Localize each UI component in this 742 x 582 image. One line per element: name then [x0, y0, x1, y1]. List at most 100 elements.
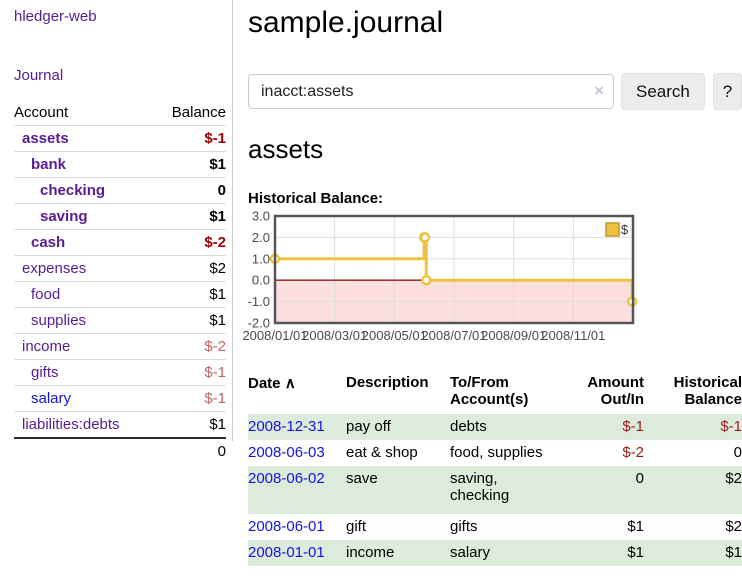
transaction-account: debts	[450, 418, 487, 435]
account-row-liabilities-debts: liabilities:debts $1	[14, 411, 226, 439]
svg-text:2008/05/01: 2008/05/01	[362, 328, 427, 343]
account-link-bank[interactable]: bank	[31, 156, 67, 173]
transaction-date-link[interactable]: 2008-06-03	[248, 444, 325, 461]
search-input[interactable]	[248, 74, 614, 109]
transaction-account: food, supplies	[450, 444, 543, 461]
account-link-assets[interactable]: assets	[22, 130, 69, 147]
register-table: Date ∧ Description To/From Account(s) Am…	[248, 372, 742, 566]
accounts-header-balance: Balance	[154, 100, 226, 126]
account-row-food: food $1	[14, 281, 226, 308]
help-button[interactable]: ?	[712, 73, 742, 110]
account-balance: $1	[154, 307, 226, 334]
register-header-row: Date ∧ Description To/From Account(s) Am…	[248, 372, 742, 414]
register-header-date-label: Date	[248, 375, 281, 392]
clear-search-icon[interactable]: ×	[594, 81, 604, 100]
accounts-total-value: 0	[217, 443, 226, 460]
transaction-account: salary	[450, 544, 491, 561]
register-row: 2008-06-01 gift gifts $1 $2	[248, 514, 742, 540]
account-link-food[interactable]: food	[31, 286, 61, 303]
transaction-description: eat & shop	[346, 444, 418, 461]
svg-text:2.0: 2.0	[252, 230, 270, 245]
account-balance: $-2	[154, 229, 226, 256]
register-row: 2008-12-31 pay off debts $-1 $-1	[248, 414, 742, 440]
account-row-cash: cash $-2	[14, 229, 226, 256]
transaction-balance: 0	[733, 444, 742, 461]
account-link-saving[interactable]: saving	[40, 208, 88, 225]
account-row-saving: saving $1	[14, 203, 226, 230]
account-link-cash[interactable]: cash	[31, 234, 66, 251]
account-balance: $1	[154, 281, 226, 308]
svg-text:2008/03/01: 2008/03/01	[302, 328, 367, 343]
transaction-amount: $1	[627, 518, 644, 535]
account-link-salary[interactable]: salary	[31, 390, 72, 407]
register-row: 2008-06-02 save saving, checking 0 $2	[248, 466, 742, 514]
accounts-header-row: Account Balance	[14, 100, 226, 126]
account-balance: $1	[154, 151, 226, 178]
accounts-table: Account Balance assets $-1 bank $1 check…	[14, 100, 226, 464]
accounts-total-row: 0	[14, 438, 226, 464]
account-row-income: income $-2	[14, 333, 226, 360]
svg-text:0.0: 0.0	[252, 273, 270, 288]
svg-text:2008/07/01: 2008/07/01	[421, 328, 486, 343]
account-heading: assets	[248, 134, 324, 164]
account-balance: $-2	[154, 333, 226, 360]
transaction-date-link[interactable]: 2008-12-31	[248, 418, 325, 435]
account-balance: 0	[154, 177, 226, 204]
account-row-assets: assets $-1	[14, 125, 226, 152]
account-balance: $1	[154, 203, 226, 230]
sidebar-item-journal[interactable]: Journal	[14, 67, 64, 84]
account-row-checking: checking 0	[14, 177, 226, 204]
account-link-liabilities-debts[interactable]: liabilities:debts	[22, 416, 120, 433]
page-title: sample.journal	[248, 6, 444, 39]
register-header-date[interactable]: Date ∧	[248, 372, 346, 414]
account-link-income[interactable]: income	[22, 338, 71, 355]
transaction-date-link[interactable]: 2008-01-01	[248, 544, 325, 561]
sidebar: hledger-web Journal Account Balance asse…	[0, 0, 233, 460]
transaction-amount: $-2	[622, 444, 644, 461]
account-row-gifts: gifts $-1	[14, 359, 226, 386]
account-balance: $-1	[154, 385, 226, 412]
transaction-description: pay off	[346, 418, 391, 435]
svg-text:$: $	[621, 222, 629, 237]
transaction-balance: $1	[725, 544, 742, 561]
account-balance: $-1	[154, 359, 226, 386]
svg-text:-1.0: -1.0	[248, 294, 270, 309]
transaction-description: income	[346, 544, 395, 561]
search-form: × Search ?	[248, 73, 742, 110]
transaction-account: gifts	[450, 518, 478, 535]
app-title-link[interactable]: hledger-web	[14, 8, 97, 25]
svg-text:3.0: 3.0	[252, 210, 270, 224]
chart-label: Historical Balance:	[248, 190, 384, 207]
account-link-expenses[interactable]: expenses	[22, 260, 87, 277]
account-balance: $2	[154, 255, 226, 282]
register-row: 2008-01-01 income salary $1 $1	[248, 540, 742, 566]
transaction-amount: 0	[635, 470, 644, 487]
search-button[interactable]: Search	[621, 73, 705, 110]
transaction-date-link[interactable]: 2008-06-01	[248, 518, 325, 535]
main-content: sample.journal × Search ? assets Histori…	[242, 0, 742, 566]
register-header-description: Description	[346, 374, 429, 391]
account-balance: $-1	[154, 125, 226, 152]
register-header-amount: Amount Out/In	[587, 374, 644, 408]
transaction-description: save	[346, 470, 378, 487]
account-link-checking[interactable]: checking	[40, 182, 106, 199]
balance-chart-svg: 3.0 2.0 1.0 0.0 -1.0 -2.02008/01/012008/03/01…	[242, 209, 638, 343]
svg-text:1.0: 1.0	[252, 251, 270, 266]
account-row-supplies: supplies $1	[14, 307, 226, 334]
transaction-date-link[interactable]: 2008-06-02	[248, 470, 325, 487]
transaction-amount: $1	[627, 544, 644, 561]
account-balance: $1	[154, 411, 226, 439]
svg-text:2008/01/01: 2008/01/01	[242, 328, 307, 343]
transaction-balance: $2	[725, 518, 742, 535]
account-link-gifts[interactable]: gifts	[31, 364, 59, 381]
transaction-balance: $2	[725, 470, 742, 487]
register-row: 2008-06-03 eat & shop food, supplies $-2…	[248, 440, 742, 466]
svg-text:-2.0: -2.0	[248, 316, 270, 331]
account-row-expenses: expenses $2	[14, 255, 226, 282]
transaction-amount: $-1	[622, 418, 644, 435]
svg-text:2008/09/01: 2008/09/01	[481, 328, 546, 343]
historical-balance-chart: 3.0 2.0 1.0 0.0 -1.0 -2.0 2008/01/01 2008/03/01…	[239, 209, 742, 353]
account-row-bank: bank $1	[14, 151, 226, 178]
sort-asc-icon: ∧	[284, 375, 296, 392]
account-link-supplies[interactable]: supplies	[31, 312, 87, 329]
